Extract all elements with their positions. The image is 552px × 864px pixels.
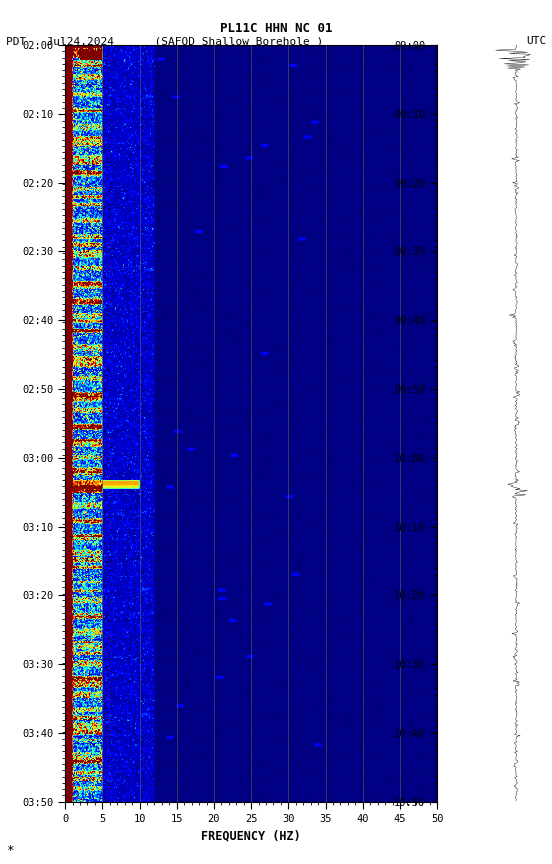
Text: UTC: UTC bbox=[526, 36, 546, 47]
Text: PDT   Jul24,2024      (SAFOD Shallow Borehole ): PDT Jul24,2024 (SAFOD Shallow Borehole ) bbox=[6, 36, 323, 47]
Text: PL11C HHN NC 01: PL11C HHN NC 01 bbox=[220, 22, 332, 35]
Text: *: * bbox=[6, 843, 13, 856]
X-axis label: FREQUENCY (HZ): FREQUENCY (HZ) bbox=[201, 829, 301, 842]
